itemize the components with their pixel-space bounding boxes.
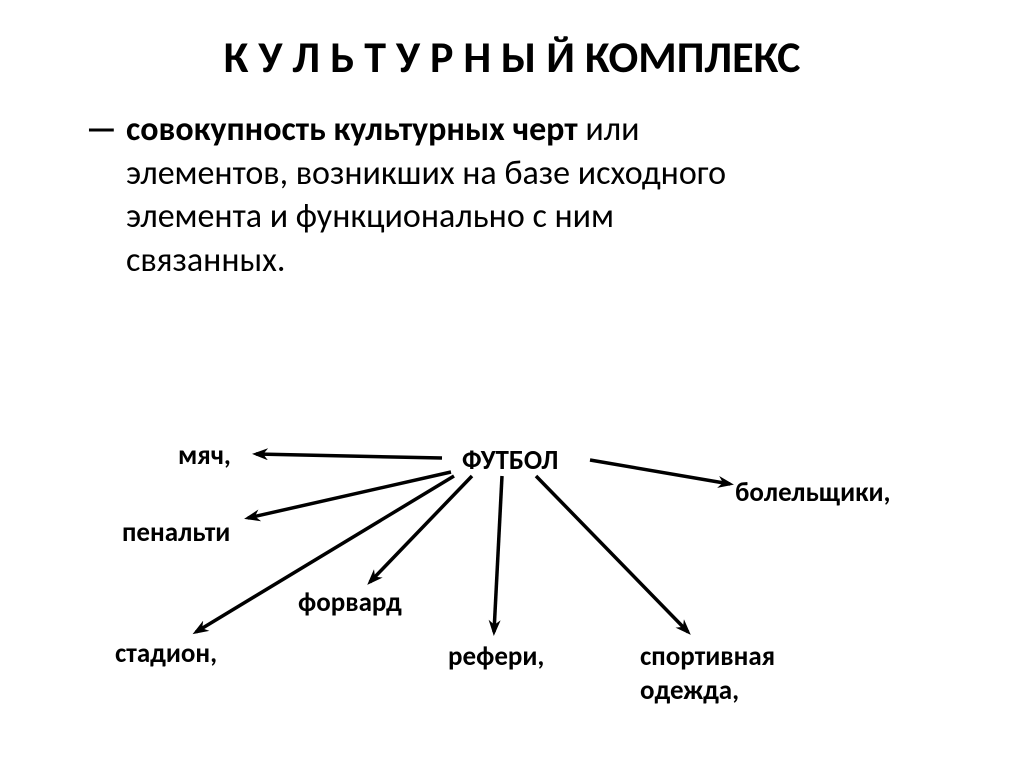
slide-title: К У Л Ь Т У Р Н Ы Й КОМПЛЕКС [46,30,978,84]
diagram-node-stadium: стадион, [115,637,217,670]
diagram-arrow-3 [370,476,472,582]
diagram-node-fans: болельщики, [735,476,890,509]
definition-line-1: — совокупность культурных черт или [126,108,978,152]
diagram-arrow-2 [248,472,451,518]
diagram-arrow-0 [256,454,442,458]
diagram-arrow-4 [196,476,454,632]
definition-dash: — [86,108,117,152]
diagram-node-forward: форвард [298,586,402,619]
diagram-node-clothes2: одежда, [640,674,739,707]
diagram-node-ball: мяч, [178,439,231,472]
diagram-node-penalty: пенальти [122,516,230,549]
definition-bold: совокупность культурных черт [126,109,578,150]
diagram-arrow-1 [590,460,730,484]
definition-rest-1: или [578,109,640,150]
definition-line-3: элемента и функционально с ним [126,195,978,239]
slide-container: К У Л Ь Т У Р Н Ы Й КОМПЛЕКС — совокупно… [0,0,1024,767]
definition-line-4: связанных. [126,239,978,283]
definition-block: — совокупность культурных черт или элеме… [46,108,978,282]
diagram-center-node: ФУТБОЛ [462,444,558,477]
diagram-arrow-5 [494,476,502,632]
diagram-node-clothes1: спортивная [640,640,775,673]
definition-line-2: элементов, возникших на базе исходного [126,152,978,196]
diagram-node-referee: рефери, [448,640,544,673]
diagram-arrow-6 [536,476,688,632]
